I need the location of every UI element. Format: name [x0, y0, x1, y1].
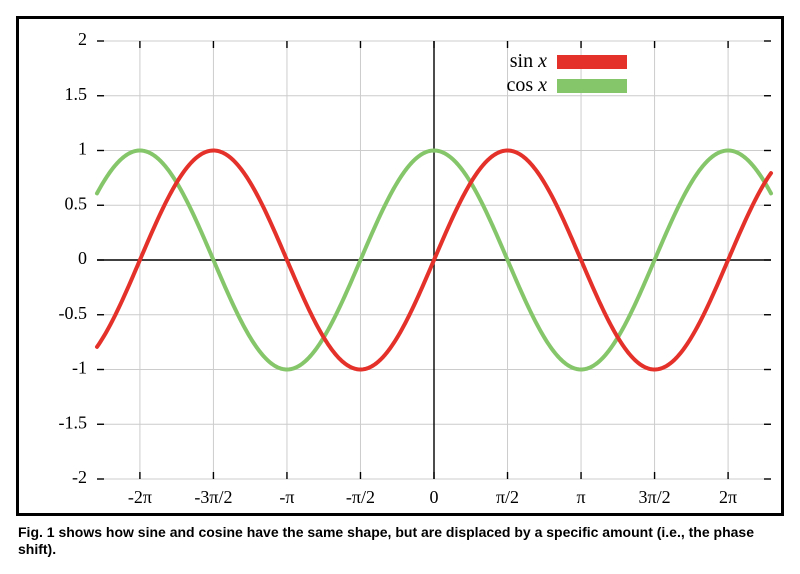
legend-swatch — [557, 79, 627, 93]
y-tick-label: 1.5 — [65, 84, 88, 104]
x-tick-label: -2π — [128, 487, 152, 507]
x-tick-label: 3π/2 — [639, 487, 671, 507]
figure-caption: Fig. 1 shows how sine and cosine have th… — [18, 524, 786, 558]
y-tick-label: 0.5 — [65, 193, 88, 213]
y-tick-label: -2 — [72, 467, 87, 487]
y-tick-label: -1.5 — [59, 412, 88, 432]
legend-label: cos x — [506, 74, 547, 96]
line-chart: -2 -1.5 -1 -0.5 0 0.5 1 1.5 2 -2π -3π/2 -π -π/2 0 π/2 π… — [27, 29, 765, 505]
x-tick-label: π/2 — [496, 487, 519, 507]
y-tick-label: -0.5 — [59, 303, 88, 323]
x-tick-label: π — [576, 487, 585, 507]
x-tick-label: 0 — [430, 487, 439, 507]
y-tick-label: 0 — [78, 248, 87, 268]
x-tick-label: 2π — [719, 487, 737, 507]
x-tick-label: -π/2 — [346, 487, 375, 507]
y-tick-label: 2 — [78, 29, 87, 49]
chart-svg: -2 -1.5 -1 -0.5 0 0.5 1 1.5 2 -2π -3π/2 -π -π/2 0 π/2 π… — [27, 29, 789, 523]
legend-swatch — [557, 55, 627, 69]
legend-label: sin x — [510, 50, 547, 72]
x-tick-label: -π — [279, 487, 294, 507]
y-tick-label: 1 — [78, 139, 87, 159]
y-tick-label: -1 — [72, 358, 87, 378]
x-tick-label: -3π/2 — [194, 487, 232, 507]
chart-frame: -2 -1.5 -1 -0.5 0 0.5 1 1.5 2 -2π -3π/2 -π -π/2 0 π/2 π… — [16, 16, 784, 516]
